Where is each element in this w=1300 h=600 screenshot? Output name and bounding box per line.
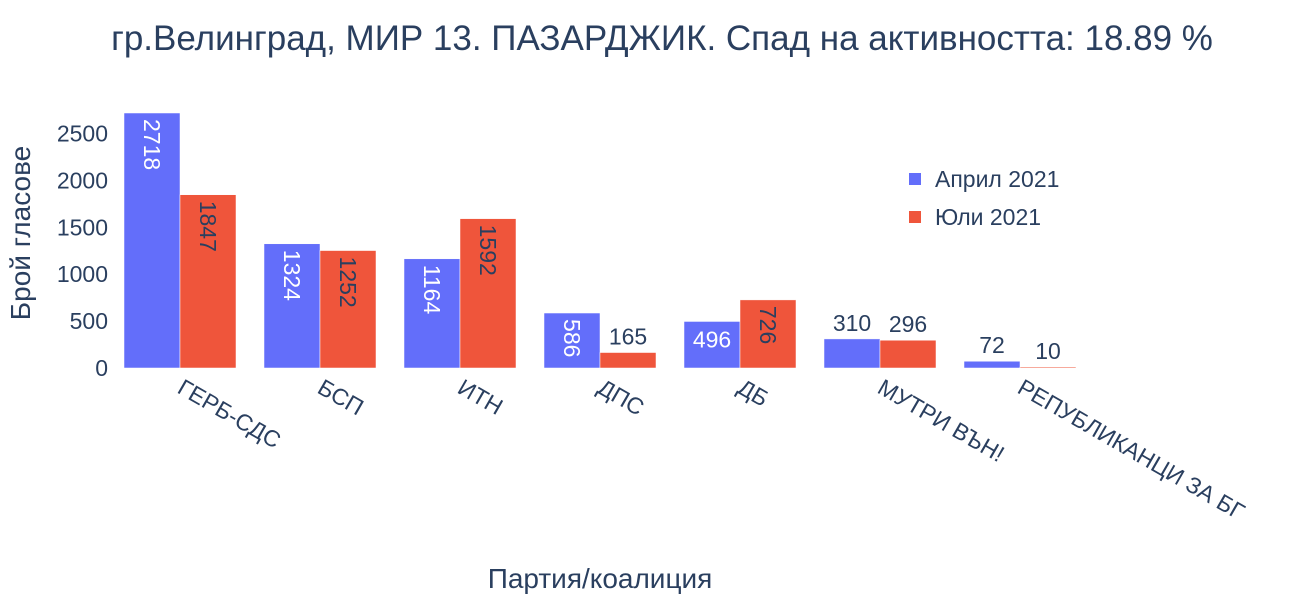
bar[interactable] — [179, 194, 237, 369]
bar-value-label: 586 — [559, 319, 585, 357]
bar[interactable] — [1019, 366, 1077, 369]
legend-swatch — [909, 211, 921, 223]
bar[interactable] — [823, 338, 881, 369]
x-tick-label: ИТН — [454, 374, 508, 420]
bar-value-label: 165 — [609, 324, 647, 350]
x-tick-label: БСП — [314, 374, 369, 421]
plot-area: 2718 1847 1324 1252 1164 1592 586 165 496 726 310 2… — [123, 112, 1077, 369]
y-tick-label: 500 — [70, 308, 108, 334]
x-tick-label: РЕПУБЛИКАНЦИ ЗА БГ — [1014, 374, 1250, 525]
x-tick-label: ГЕРБ-СДС — [174, 374, 286, 454]
bar-value-label: 72 — [979, 332, 1005, 358]
legend-item-label: Април 2021 — [935, 166, 1059, 192]
bar-value-label: 1324 — [279, 250, 305, 301]
x-axis-title: Партия/коалиция — [488, 563, 713, 594]
x-tick-label: МУТРИ ВЪН! — [874, 374, 1009, 467]
x-axis: ГЕРБ-СДС БСП ИТН ДПС ДБ МУТРИ ВЪН! РЕПУБЛИКАНЦ… — [174, 374, 1250, 525]
y-axis-title: Брой гласове — [5, 146, 36, 320]
bar[interactable] — [739, 299, 797, 369]
x-tick-label: ДПС — [594, 374, 649, 421]
bar-value-label: 296 — [889, 311, 927, 337]
bar-value-label: 1592 — [475, 225, 501, 276]
legend[interactable]: Април 2021 Юли 2021 — [909, 166, 1059, 230]
bar[interactable] — [403, 258, 461, 369]
bar-value-label: 1252 — [335, 257, 361, 308]
bar[interactable] — [459, 218, 517, 369]
y-axis: 0 500 1000 1500 2000 2500 — [57, 120, 108, 381]
bar[interactable] — [263, 243, 321, 369]
bar[interactable] — [879, 339, 937, 369]
y-tick-label: 0 — [95, 355, 108, 381]
x-tick-label: ДБ — [734, 374, 774, 412]
bar-value-label: 496 — [693, 326, 731, 352]
y-tick-label: 2500 — [57, 120, 108, 146]
legend-swatch — [909, 173, 921, 185]
legend-item-label: Юли 2021 — [935, 204, 1041, 230]
y-tick-label: 1000 — [57, 261, 108, 287]
bar-value-label: 2718 — [139, 119, 165, 170]
bar[interactable] — [599, 352, 657, 369]
bar[interactable] — [123, 112, 181, 369]
bar-value-label: 1847 — [195, 201, 221, 252]
chart-title: гр.Велинград, МИР 13. ПАЗАРДЖИК. Спад на… — [111, 19, 1213, 58]
bar-value-label: 1164 — [419, 265, 445, 315]
bar-value-label: 726 — [755, 306, 781, 344]
bar-value-label: 310 — [833, 310, 871, 336]
bar-value-label: 10 — [1035, 338, 1061, 364]
bar[interactable] — [963, 360, 1021, 369]
y-tick-label: 2000 — [57, 167, 108, 193]
bar[interactable] — [543, 312, 601, 369]
bar[interactable] — [683, 321, 741, 369]
y-tick-label: 1500 — [57, 214, 108, 240]
bar[interactable] — [319, 250, 377, 369]
